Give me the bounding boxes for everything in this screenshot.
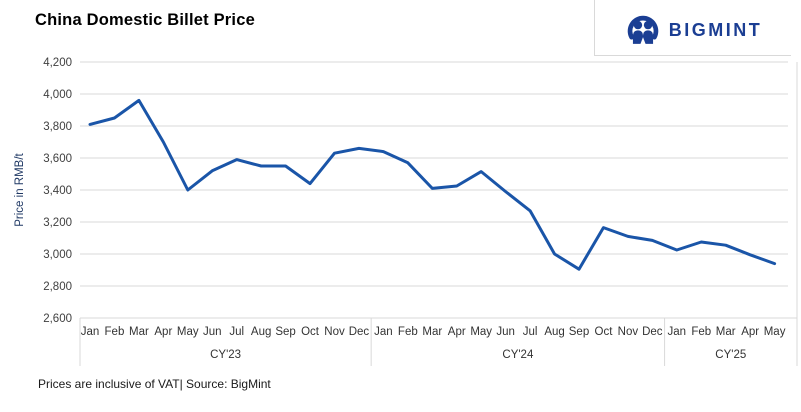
x-month-label: Jan xyxy=(374,326,393,338)
y-tick-label: 4,000 xyxy=(43,89,72,101)
x-month-label: Apr xyxy=(448,326,466,338)
x-month-label: Mar xyxy=(129,326,149,338)
x-month-label: May xyxy=(764,326,786,338)
y-tick-label: 3,800 xyxy=(43,121,72,133)
x-month-label: Jul xyxy=(523,326,538,338)
y-tick-label: 2,800 xyxy=(43,281,72,293)
x-month-label: Jun xyxy=(496,326,515,338)
x-month-label: Jul xyxy=(229,326,244,338)
x-month-label: Jan xyxy=(81,326,100,338)
x-month-label: Feb xyxy=(398,326,418,338)
y-tick-label: 4,200 xyxy=(43,57,72,69)
x-month-label: Mar xyxy=(716,326,736,338)
x-month-label: Dec xyxy=(642,326,663,338)
x-month-label: May xyxy=(177,326,199,338)
bigmint-wordmark: BIGMINT xyxy=(668,20,763,40)
x-month-label: Mar xyxy=(422,326,442,338)
bigmint-logo-icon xyxy=(624,12,662,50)
x-month-label: Aug xyxy=(251,326,271,338)
y-tick-label: 3,200 xyxy=(43,217,72,229)
x-month-label: May xyxy=(470,326,492,338)
x-year-label: CY'23 xyxy=(210,349,241,361)
y-tick-label: 3,600 xyxy=(43,153,72,165)
x-month-label: Sep xyxy=(275,326,295,338)
x-month-label: Dec xyxy=(349,326,370,338)
y-tick-label: 3,000 xyxy=(43,249,72,261)
x-year-label: CY'25 xyxy=(715,349,746,361)
x-month-label: Oct xyxy=(595,326,614,338)
bigmint-logo: BIGMINT xyxy=(594,0,791,56)
x-month-label: Jan xyxy=(668,326,687,338)
price-line xyxy=(88,98,777,271)
x-month-label: Jun xyxy=(203,326,222,338)
x-month-label: Aug xyxy=(544,326,564,338)
y-tick-label: 3,400 xyxy=(43,185,72,197)
x-month-label: Apr xyxy=(741,326,759,338)
footer-note: Prices are inclusive of VAT| Source: Big… xyxy=(38,377,271,391)
x-month-label: Oct xyxy=(301,326,320,338)
x-year-label: CY'24 xyxy=(502,349,534,361)
x-month-label: Apr xyxy=(154,326,172,338)
x-month-label: Feb xyxy=(105,326,125,338)
x-month-label: Sep xyxy=(569,326,589,338)
y-tick-label: 2,600 xyxy=(43,313,72,325)
x-month-label: Nov xyxy=(324,326,345,338)
x-month-label: Nov xyxy=(618,326,639,338)
chart-title: China Domestic Billet Price xyxy=(35,11,255,29)
x-month-label: Feb xyxy=(691,326,711,338)
